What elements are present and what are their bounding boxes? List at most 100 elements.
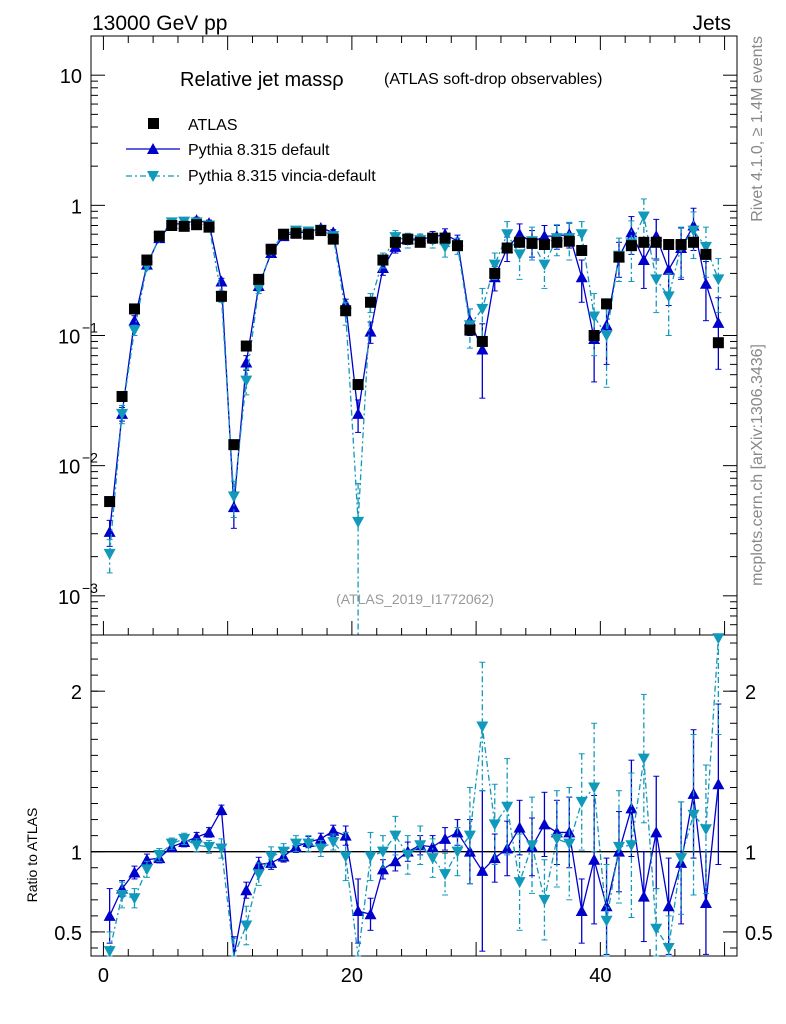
main-point-default (364, 325, 377, 337)
main-line-vincia (108, 214, 719, 554)
main-point-atlas (663, 239, 675, 251)
main-point-atlas (451, 240, 463, 252)
main-point-atlas (302, 228, 314, 240)
main-point-atlas (514, 236, 526, 248)
main-point-atlas (191, 219, 203, 231)
ratio-point-default (439, 832, 452, 844)
main-point-vincia (513, 249, 526, 261)
main-point-atlas (365, 296, 377, 308)
ratio-point-vincia (550, 833, 563, 845)
main-point-vincia (600, 330, 613, 342)
ratio-data-marks (103, 633, 725, 958)
ratio-point-vincia (116, 890, 129, 902)
main-point-atlas (538, 239, 550, 251)
ratio-point-default (190, 831, 203, 843)
ratio-point-vincia (637, 753, 650, 765)
main-point-atlas (153, 230, 165, 242)
main-point-vincia (116, 408, 129, 420)
ratio-point-vincia (612, 841, 625, 853)
analysis-label: (ATLAS_2019_I1772062) (336, 591, 494, 607)
main-point-atlas (439, 232, 451, 244)
main-point-atlas (128, 303, 140, 315)
main-line-default (108, 219, 719, 532)
ratio-point-vincia (190, 840, 203, 852)
main-point-atlas (675, 239, 687, 251)
ratio-point-default (712, 778, 725, 790)
header-left: 13000 GeV pp (92, 12, 227, 35)
mcplots-label: mcplots.cern.ch [arXiv:1306.3436] (749, 344, 766, 586)
ratio-point-default (389, 855, 402, 867)
main-point-default (513, 228, 526, 240)
main-point-default (476, 343, 489, 355)
main-point-vincia (699, 241, 712, 253)
main-point-atlas (588, 330, 600, 341)
main-ytick-exponent: −3 (82, 580, 98, 596)
ratio-point-vincia (575, 796, 588, 808)
main-point-atlas (178, 220, 190, 232)
main-point-vincia (240, 375, 253, 387)
ratio-point-vincia (165, 838, 178, 850)
ratio-point-vincia (215, 843, 228, 855)
ratio-point-vincia (140, 864, 153, 876)
ratio-ytick-label: 2 (71, 682, 82, 704)
ratio-point-default (699, 897, 712, 909)
main-point-default (637, 254, 650, 266)
ratio-point-vincia (203, 841, 216, 853)
ratio-point-vincia (526, 840, 539, 852)
main-point-atlas (228, 439, 240, 451)
main-point-atlas (265, 243, 277, 255)
main-point-atlas (551, 236, 563, 248)
main-point-atlas (166, 220, 178, 232)
legend-label-default: Pythia 8.315 default (188, 142, 330, 159)
legend: ATLAS Pythia 8.315 default Pythia 8.315 … (126, 117, 376, 185)
ratio-ytick-label-right: 0.5 (745, 923, 773, 945)
main-point-atlas (340, 305, 352, 317)
main-point-atlas (712, 337, 724, 349)
main-point-vincia (501, 229, 514, 241)
ratio-point-vincia (153, 849, 166, 861)
main-point-atlas (141, 254, 153, 266)
main-point-default (227, 501, 240, 513)
ratio-point-default (103, 909, 116, 921)
ratio-point-vincia (625, 840, 638, 852)
main-point-vincia (637, 211, 650, 223)
ratio-point-vincia (252, 869, 265, 881)
main-data-marks (103, 198, 725, 636)
header-right: Jets (692, 12, 731, 35)
main-point-atlas (253, 273, 265, 285)
ratio-point-vincia (463, 830, 476, 842)
main-point-vincia (687, 225, 700, 237)
ratio-point-default (314, 832, 327, 844)
ratio-point-default (575, 905, 588, 917)
main-point-atlas (501, 242, 513, 254)
ratio-point-default (128, 866, 141, 878)
ratio-point-vincia (265, 851, 278, 863)
main-ytick-label: 1 (71, 196, 82, 218)
ratio-point-vincia (302, 838, 315, 850)
main-x-ticks (102, 36, 726, 635)
main-point-atlas (278, 228, 290, 240)
ratio-point-vincia (314, 843, 327, 855)
legend-marker-atlas (148, 118, 159, 129)
main-point-vincia (588, 311, 601, 323)
ratio-point-vincia (451, 846, 464, 858)
main-ytick-label: 10 (58, 457, 80, 479)
main-point-default (699, 277, 712, 289)
legend-marker-vincia (147, 171, 159, 182)
ratio-point-default (650, 826, 663, 838)
ratio-ytick-label-right: 1 (745, 843, 756, 865)
main-point-vincia (488, 259, 501, 271)
ratio-x-ticks: 0 20 40 (98, 942, 726, 987)
ratio-ytick-label: 0.5 (54, 923, 82, 945)
ratio-frame (90, 634, 738, 957)
main-point-atlas (688, 236, 700, 248)
main-point-default (103, 525, 116, 537)
main-point-atlas (526, 237, 538, 249)
main-point-default (662, 263, 675, 275)
main-point-vincia (352, 516, 365, 528)
ratio-point-vincia (389, 830, 402, 842)
ratio-point-default (327, 824, 340, 836)
main-point-atlas (563, 235, 575, 247)
ratio-point-default (215, 803, 228, 815)
main-point-default (625, 226, 638, 238)
